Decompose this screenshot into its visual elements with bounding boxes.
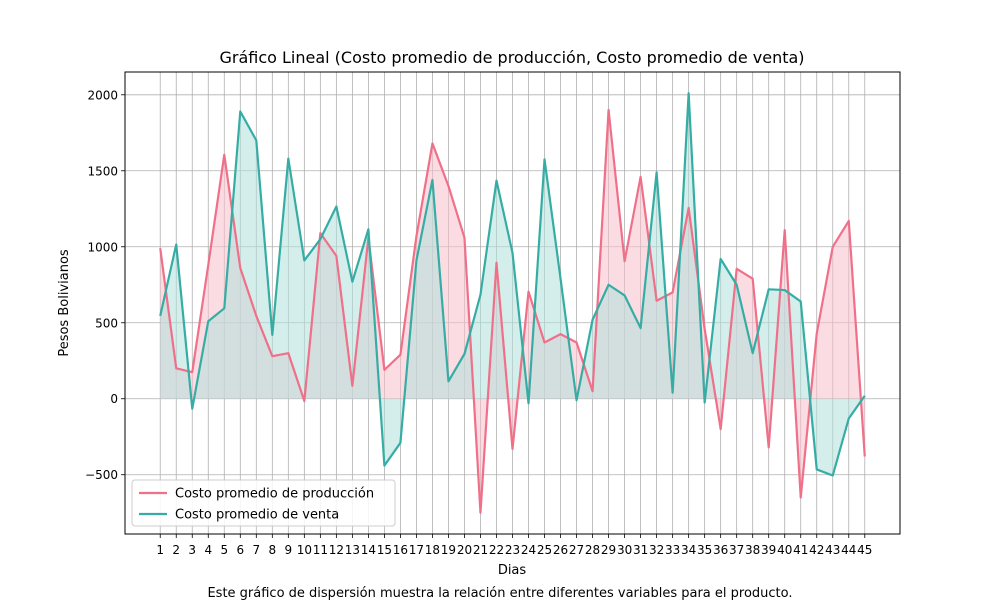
y-axis-ticks: −500 0 500 1000 1500 2000 xyxy=(85,88,125,482)
x-tick-label: 39 xyxy=(761,543,776,557)
x-tick-label: 15 xyxy=(377,543,392,557)
x-tick-label: 1 xyxy=(156,543,164,557)
y-axis-label: Pesos Bolivianos xyxy=(57,249,72,357)
x-tick-label: 20 xyxy=(457,543,472,557)
legend-label: Costo promedio de venta xyxy=(175,508,339,523)
x-tick-label: 5 xyxy=(220,543,228,557)
x-tick-label: 7 xyxy=(252,543,260,557)
x-tick-label: 2 xyxy=(172,543,180,557)
y-tick-label: 0 xyxy=(110,392,118,406)
x-tick-label: 21 xyxy=(473,543,488,557)
x-tick-label: 13 xyxy=(345,543,360,557)
x-tick-label: 28 xyxy=(585,543,600,557)
x-tick-label: 14 xyxy=(361,543,376,557)
x-tick-label: 16 xyxy=(393,543,408,557)
x-tick-label: 33 xyxy=(665,543,680,557)
y-tick-label: 1500 xyxy=(87,164,118,178)
x-tick-label: 4 xyxy=(204,543,212,557)
x-tick-label: 8 xyxy=(268,543,276,557)
x-tick-label: 22 xyxy=(489,543,504,557)
x-tick-label: 44 xyxy=(841,543,856,557)
chart-title: Gráfico Lineal (Costo promedio de produc… xyxy=(219,48,804,67)
x-tick-label: 25 xyxy=(537,543,552,557)
y-tick-label: 500 xyxy=(95,316,118,330)
x-tick-label: 34 xyxy=(681,543,696,557)
y-tick-label: 2000 xyxy=(87,88,118,102)
x-tick-label: 36 xyxy=(713,543,728,557)
x-tick-label: 19 xyxy=(441,543,456,557)
x-tick-label: 30 xyxy=(617,543,632,557)
x-tick-label: 41 xyxy=(793,543,808,557)
x-tick-label: 3 xyxy=(188,543,196,557)
y-tick-label: −500 xyxy=(85,468,118,482)
legend: Costo promedio de producción Costo promed… xyxy=(132,480,395,526)
x-tick-label: 24 xyxy=(521,543,536,557)
x-tick-label: 27 xyxy=(569,543,584,557)
x-tick-label: 9 xyxy=(285,543,293,557)
x-tick-label: 45 xyxy=(857,543,872,557)
x-tick-label: 17 xyxy=(409,543,424,557)
x-axis-label: Dias xyxy=(498,563,527,578)
x-tick-label: 35 xyxy=(697,543,712,557)
x-tick-label: 23 xyxy=(505,543,520,557)
x-tick-label: 32 xyxy=(649,543,664,557)
x-tick-label: 10 xyxy=(297,543,312,557)
x-tick-label: 26 xyxy=(553,543,568,557)
y-tick-label: 1000 xyxy=(87,240,118,254)
chart-caption: Este gráfico de dispersión muestra la re… xyxy=(207,586,792,600)
x-tick-label: 18 xyxy=(425,543,440,557)
x-tick-label: 40 xyxy=(777,543,792,557)
x-tick-label: 38 xyxy=(745,543,760,557)
x-tick-label: 11 xyxy=(313,543,328,557)
legend-label: Costo promedio de producción xyxy=(175,487,374,502)
x-tick-label: 43 xyxy=(825,543,840,557)
x-tick-label: 31 xyxy=(633,543,648,557)
x-tick-label: 12 xyxy=(329,543,344,557)
x-tick-label: 42 xyxy=(809,543,824,557)
x-tick-label: 29 xyxy=(601,543,616,557)
x-tick-label: 37 xyxy=(729,543,744,557)
x-tick-label: 6 xyxy=(236,543,244,557)
